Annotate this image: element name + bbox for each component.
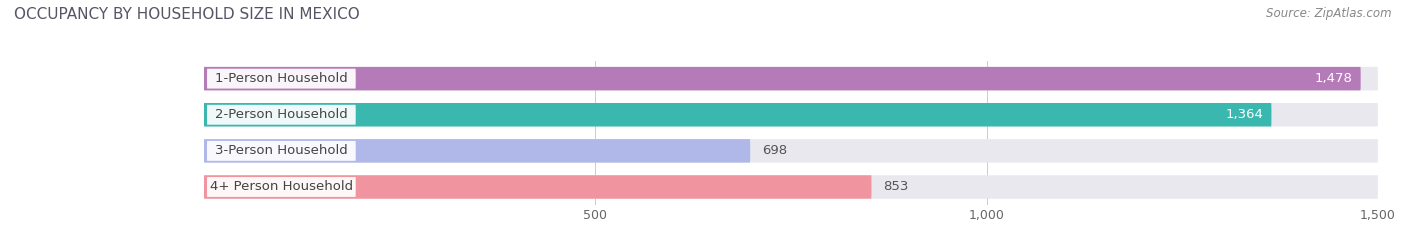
Text: 1-Person Household: 1-Person Household [215,72,347,85]
Text: Source: ZipAtlas.com: Source: ZipAtlas.com [1267,7,1392,20]
Text: 1,478: 1,478 [1315,72,1353,85]
Text: 853: 853 [883,181,908,193]
FancyBboxPatch shape [204,103,1271,127]
FancyBboxPatch shape [207,69,356,89]
FancyBboxPatch shape [204,139,751,163]
FancyBboxPatch shape [204,139,1378,163]
Text: 698: 698 [762,144,787,157]
FancyBboxPatch shape [204,103,1378,127]
FancyBboxPatch shape [204,67,1361,90]
Text: 3-Person Household: 3-Person Household [215,144,347,157]
Text: 4+ Person Household: 4+ Person Household [209,181,353,193]
Text: 1,364: 1,364 [1226,108,1264,121]
FancyBboxPatch shape [207,141,356,161]
Text: OCCUPANCY BY HOUSEHOLD SIZE IN MEXICO: OCCUPANCY BY HOUSEHOLD SIZE IN MEXICO [14,7,360,22]
FancyBboxPatch shape [204,175,1378,199]
FancyBboxPatch shape [207,105,356,125]
FancyBboxPatch shape [207,177,356,197]
FancyBboxPatch shape [204,175,872,199]
FancyBboxPatch shape [204,67,1378,90]
Text: 2-Person Household: 2-Person Household [215,108,347,121]
